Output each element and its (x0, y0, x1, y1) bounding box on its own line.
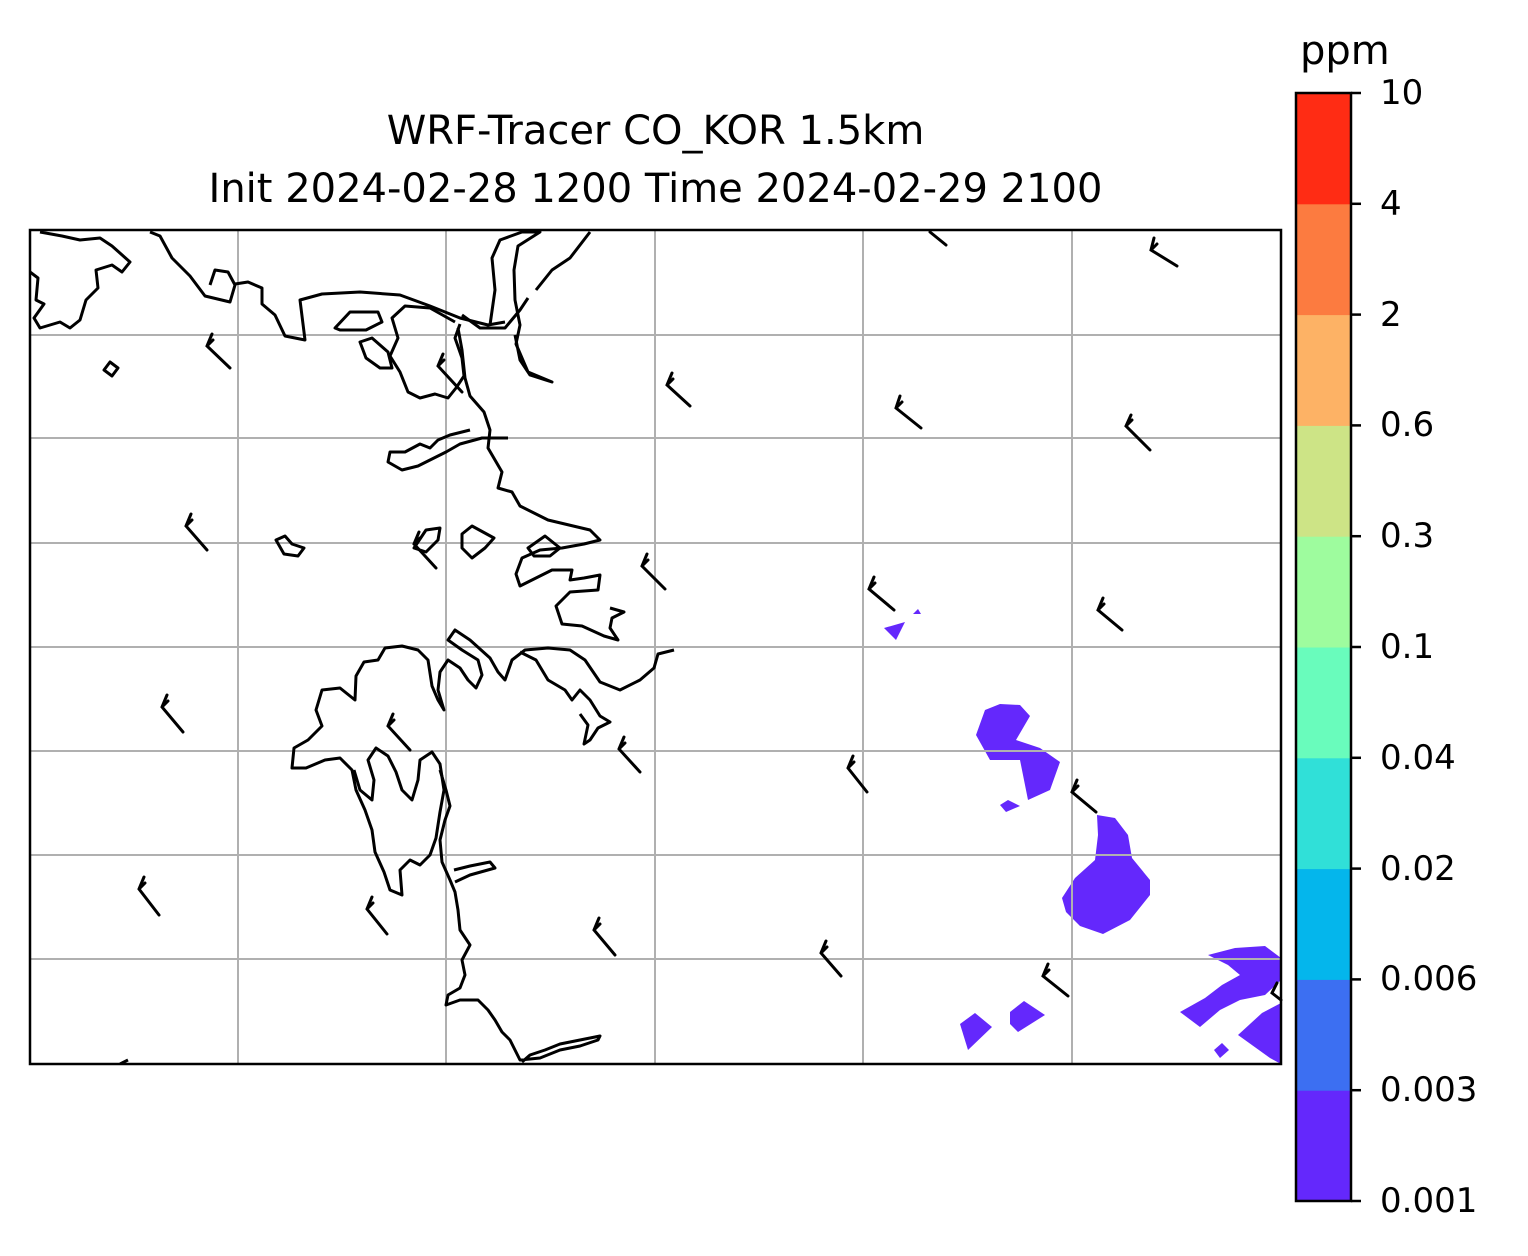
wind-barb (436, 352, 464, 394)
plume-patch (1214, 1043, 1229, 1058)
wind-barb (365, 895, 389, 936)
colorbar-tick-label: 0.6 (1380, 405, 1435, 446)
coastline (274, 534, 306, 558)
wind-barb (1041, 962, 1070, 998)
plume-patch (913, 609, 921, 614)
wind-barb (640, 552, 667, 591)
wind-barbs (137, 230, 1283, 1002)
wind-barb (1096, 596, 1124, 632)
colorbar-segment (1296, 979, 1351, 1091)
colorbar-tick-label: 0.003 (1380, 1070, 1478, 1111)
colorbar-unit-label: ppm (1300, 28, 1390, 74)
colorbar-tick-label: 0.001 (1380, 1181, 1478, 1221)
colorbar-segment (1296, 647, 1351, 759)
colorbar-segment (1296, 1090, 1351, 1202)
wind-barb (592, 916, 617, 957)
gridlines (30, 230, 1281, 1064)
coastline (519, 650, 612, 746)
coastline (386, 428, 508, 472)
wind-barb (160, 693, 185, 734)
coastline (412, 526, 442, 554)
coastline (453, 860, 497, 884)
wind-barb (386, 712, 412, 752)
plume-patch (1000, 800, 1020, 812)
colorbar-tick-label: 4 (1380, 183, 1402, 224)
wind-barb (617, 735, 642, 774)
wind-barb (137, 875, 161, 917)
wind-barb (412, 530, 438, 570)
plume-patch (1010, 1001, 1045, 1032)
coastline (149, 230, 237, 304)
colorbar-tick-label: 0.04 (1380, 737, 1456, 778)
wind-barb (819, 939, 843, 978)
colorbar-segment (1296, 757, 1351, 870)
coastline (526, 534, 562, 558)
concentration-fill (884, 609, 1281, 1064)
wind-barb (894, 394, 923, 430)
map-title-line1: WRF-Tracer CO_KOR 1.5km (386, 108, 925, 154)
wind-barb (1124, 413, 1152, 452)
coastline (234, 280, 506, 342)
coastline (534, 231, 592, 291)
coastline (488, 230, 554, 384)
colorbar-segment (1296, 868, 1351, 980)
coastline (460, 524, 496, 560)
plume-patch (884, 622, 905, 640)
coastline (290, 628, 675, 897)
colorbar-segment (1296, 93, 1351, 205)
map-frame (28, 228, 1283, 1066)
wind-barb (665, 371, 692, 408)
colorbar (1294, 91, 1361, 1203)
wind-barb (184, 512, 209, 552)
coastline (102, 360, 120, 378)
colorbar-tick-label: 10 (1380, 73, 1424, 113)
wind-barb (1270, 981, 1283, 1002)
coastline (30, 230, 132, 330)
colorbar-tick-label: 0.006 (1380, 959, 1478, 1000)
colorbar-segment (1296, 203, 1351, 316)
wind-barb (867, 575, 896, 612)
colorbar-tick-label: 2 (1380, 294, 1402, 335)
wind-barb (846, 754, 869, 794)
colorbar-tick-label: 0.3 (1380, 516, 1435, 557)
plume-patch (1062, 815, 1150, 934)
wind-barb (1070, 778, 1098, 814)
plume-patch (1238, 1003, 1281, 1064)
colorbar-tick-label: 0.1 (1380, 627, 1435, 667)
colorbar-tick-label: 0.02 (1380, 848, 1456, 889)
wind-barb (205, 332, 232, 370)
coastline (358, 336, 394, 370)
colorbar-segment (1296, 314, 1351, 426)
wind-barb (1149, 236, 1179, 268)
wind-barb (928, 230, 948, 247)
coastline (456, 327, 626, 642)
coastlines (30, 230, 675, 1064)
colorbar-segment (1296, 425, 1351, 537)
coastline (438, 769, 602, 1064)
plume-patch (960, 1013, 992, 1050)
coastline (461, 297, 530, 330)
plume-patch (1180, 946, 1281, 1027)
colorbar-segment (1296, 536, 1351, 648)
coastline (333, 310, 384, 332)
map-title-line2: Init 2024-02-28 1200 Time 2024-02-29 210… (208, 166, 1103, 212)
